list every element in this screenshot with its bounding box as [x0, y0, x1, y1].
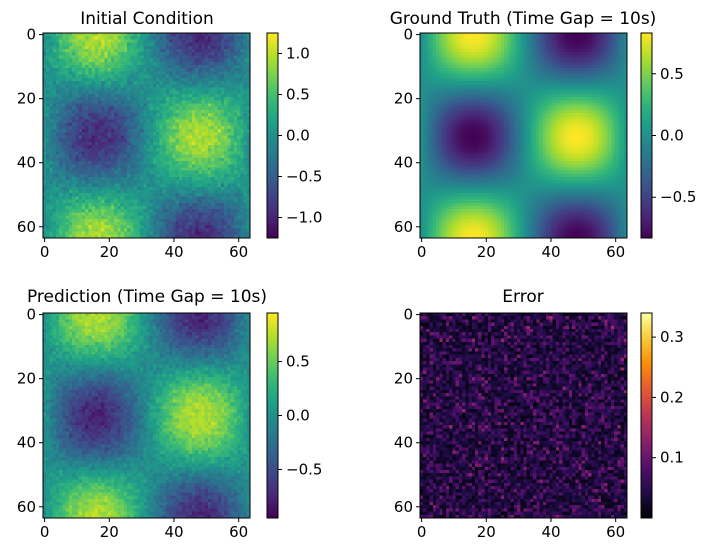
y-tick-label: 60: [17, 498, 36, 516]
x-tick-label: 60: [606, 243, 625, 261]
heatmap-image: [43, 33, 250, 238]
axes-frame: [419, 32, 628, 239]
panel-title: Prediction (Time Gap = 10s): [27, 287, 267, 307]
colorbar-tick-label: −1.0: [286, 209, 322, 227]
colorbar-tick-label: 0.5: [286, 353, 310, 371]
panel-title: Initial Condition: [80, 9, 214, 29]
colorbar-tick-label: −0.5: [660, 188, 696, 206]
axes-frame: [42, 312, 251, 519]
panel-initial-condition: Initial Condition 0 20 40 6002040601.00.50.…: [17, 9, 323, 261]
y-tick-label: 40: [394, 434, 413, 452]
y-tick-label: 60: [17, 218, 36, 236]
colorbar: [266, 32, 279, 239]
colorbar: [266, 312, 279, 519]
x-tick-label: 0: [417, 243, 427, 261]
panel-title: Ground Truth (Time Gap = 10s): [390, 9, 657, 29]
x-tick-label: 0: [40, 523, 50, 541]
x-tick-label: 20: [477, 523, 496, 541]
heatmap-image: [420, 313, 627, 518]
x-tick-label: 20: [477, 243, 496, 261]
heatmap-image: [43, 313, 250, 518]
x-tick-label: 40: [541, 243, 560, 261]
y-tick-label: 20: [394, 370, 413, 388]
colorbar-tick-label: 0.3: [660, 328, 684, 346]
colorbar-tick-label: 0.1: [660, 449, 684, 467]
x-tick-label: 40: [164, 243, 183, 261]
y-tick-label: 40: [17, 154, 36, 172]
panel-prediction: Prediction (Time Gap = 10s) 0 20 40 6002040…: [17, 287, 323, 541]
y-tick-label: 0: [403, 26, 413, 44]
x-tick-label: 60: [229, 523, 248, 541]
colorbar-tick-label: 0.2: [660, 388, 684, 406]
x-tick-label: 40: [541, 523, 560, 541]
x-tick-label: 0: [417, 523, 427, 541]
colorbar-tick-label: 0.0: [286, 407, 310, 425]
y-tick-label: 60: [394, 498, 413, 516]
colorbar: [640, 312, 653, 519]
y-tick-label: 40: [17, 434, 36, 452]
colorbar-tick-label: 0.0: [286, 127, 310, 145]
colorbar-tick-label: 0.5: [286, 86, 310, 104]
y-tick-label: 20: [394, 90, 413, 108]
panel-title: Error: [502, 287, 543, 307]
x-tick-label: 0: [40, 243, 50, 261]
colorbar-tick-label: 0.0: [660, 127, 684, 145]
axes-frame: [42, 32, 251, 239]
x-tick-label: 20: [100, 243, 119, 261]
y-tick-label: 0: [26, 306, 36, 324]
colorbar-tick-label: 1.0: [286, 45, 310, 63]
x-tick-label: 60: [229, 243, 248, 261]
heatmap-image: [420, 33, 627, 238]
colorbar-tick-label: −0.5: [286, 460, 322, 478]
colorbar-tick-label: 0.5: [660, 65, 684, 83]
colorbar: [640, 32, 653, 239]
y-tick-label: 40: [394, 154, 413, 172]
y-tick-label: 20: [17, 370, 36, 388]
x-tick-label: 60: [606, 523, 625, 541]
y-tick-label: 60: [394, 218, 413, 236]
y-tick-label: 0: [26, 26, 36, 44]
y-tick-label: 20: [17, 90, 36, 108]
colorbar-tick-label: −0.5: [286, 168, 322, 186]
y-tick-label: 0: [403, 306, 413, 324]
panel-ground-truth: Ground Truth (Time Gap = 10s) 0 20 40 60020…: [390, 9, 697, 261]
x-tick-label: 40: [164, 523, 183, 541]
x-tick-label: 20: [100, 523, 119, 541]
axes-frame: [419, 312, 628, 519]
